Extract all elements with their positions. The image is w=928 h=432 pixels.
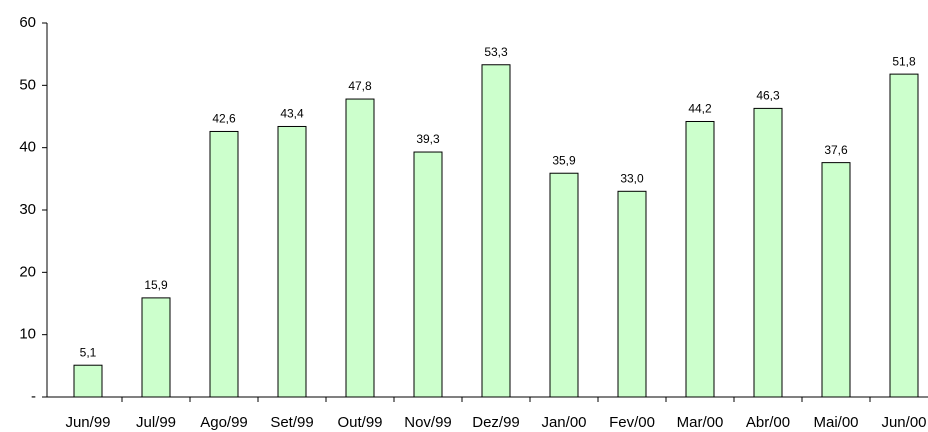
- value-label: 44,2: [688, 102, 712, 116]
- x-tick-label: Jan/00: [541, 414, 586, 431]
- x-tick-label: Set/99: [270, 414, 313, 431]
- bar: [277, 125, 307, 398]
- y-tick-label: 60: [19, 14, 36, 31]
- bar: [481, 64, 511, 398]
- bar: [413, 151, 443, 398]
- x-tick-label: Out/99: [337, 414, 382, 431]
- x-tick-label: Jul/99: [136, 414, 176, 431]
- value-label: 39,3: [416, 132, 440, 146]
- value-label: 43,4: [280, 107, 304, 121]
- x-tick-label: Mai/00: [813, 414, 858, 431]
- bar: [73, 364, 103, 398]
- y-tick-label: -: [31, 388, 36, 405]
- value-label: 5,1: [80, 345, 97, 359]
- x-tick-label: Jun/99: [65, 414, 110, 431]
- bar: [549, 172, 579, 398]
- value-label: 51,8: [892, 54, 916, 68]
- value-label: 33,0: [620, 171, 644, 185]
- value-label: 15,9: [144, 278, 168, 292]
- value-label: 53,3: [484, 45, 508, 59]
- y-tick-label: 30: [19, 201, 36, 218]
- x-tick-label: Jun/00: [881, 414, 926, 431]
- bar: [141, 297, 171, 398]
- value-label: 37,6: [824, 143, 848, 157]
- x-tick-label: Ago/99: [200, 414, 248, 431]
- bar: [209, 130, 239, 398]
- x-tick-label: Abr/00: [746, 414, 790, 431]
- y-tick-label: 10: [19, 326, 36, 343]
- value-label: 47,8: [348, 79, 372, 93]
- x-tick-label: Mar/00: [677, 414, 724, 431]
- bar: [617, 190, 647, 398]
- value-label: 35,9: [552, 153, 576, 167]
- value-label: 46,3: [756, 89, 780, 103]
- x-tick-label: Nov/99: [404, 414, 452, 431]
- x-tick-label: Fev/00: [609, 414, 655, 431]
- bar: [345, 98, 375, 398]
- bar: [685, 120, 715, 398]
- y-tick-label: 50: [19, 76, 36, 93]
- bar: [889, 73, 919, 398]
- bar: [821, 162, 851, 398]
- value-label: 42,6: [212, 112, 236, 126]
- y-tick-label: 40: [19, 139, 36, 156]
- bar: [753, 107, 783, 398]
- y-tick-label: 20: [19, 263, 36, 280]
- x-tick-label: Dez/99: [472, 414, 520, 431]
